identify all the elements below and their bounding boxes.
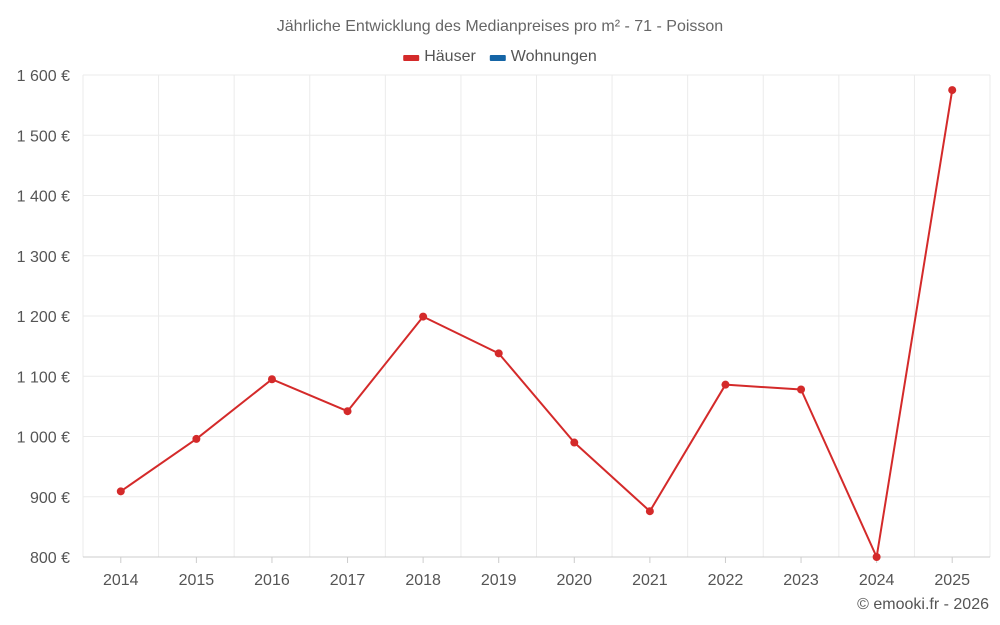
axes: 800 € 900 € 1 000 € 1 100 € 1 200 € 1 300 € 1 … bbox=[17, 68, 990, 589]
data-point[interactable] bbox=[645, 507, 654, 516]
y-tick-label: 1 300 € bbox=[17, 249, 70, 266]
x-tick-label: 2014 bbox=[103, 572, 139, 589]
grid bbox=[82, 74, 991, 557]
y-tick-label: 900 € bbox=[30, 490, 70, 507]
data-point[interactable] bbox=[797, 385, 806, 394]
y-tick-label: 1 000 € bbox=[17, 430, 70, 447]
x-tick-label: 2022 bbox=[708, 572, 744, 589]
legend[interactable]: Häuser Wohnungen bbox=[403, 48, 597, 65]
data-point[interactable] bbox=[267, 375, 276, 384]
legend-label: Häuser bbox=[424, 48, 476, 65]
legend-item[interactable]: Häuser bbox=[403, 48, 476, 65]
legend-swatch bbox=[403, 55, 420, 61]
legend-swatch bbox=[489, 55, 506, 61]
data-point[interactable] bbox=[116, 487, 125, 496]
y-tick-label: 1 100 € bbox=[17, 369, 70, 386]
data-point[interactable] bbox=[192, 434, 201, 443]
y-tick-label: 1 400 € bbox=[17, 189, 70, 206]
series-line bbox=[120, 89, 954, 558]
data-point[interactable] bbox=[948, 86, 957, 95]
x-tick-label: 2023 bbox=[783, 572, 819, 589]
x-tick-label: 2017 bbox=[330, 572, 366, 589]
x-tick-label: 2019 bbox=[481, 572, 517, 589]
data-point[interactable] bbox=[872, 553, 881, 561]
x-tick-label: 2020 bbox=[556, 572, 592, 589]
credit-text: © emooki.fr - 2026 bbox=[857, 596, 989, 613]
x-tick-label: 2016 bbox=[254, 572, 290, 589]
legend-label: Wohnungen bbox=[511, 48, 597, 65]
data-point[interactable] bbox=[343, 407, 352, 416]
y-tick-label: 1 500 € bbox=[17, 128, 70, 145]
series bbox=[116, 86, 957, 561]
x-tick-label: 2024 bbox=[859, 572, 895, 589]
x-tick-label: 2018 bbox=[405, 572, 441, 589]
y-tick-label: 800 € bbox=[30, 550, 70, 567]
x-tick-label: 2015 bbox=[179, 572, 215, 589]
x-tick-label: 2021 bbox=[632, 572, 668, 589]
chart-title: Jährliche Entwicklung des Medianpreises … bbox=[277, 18, 723, 35]
data-point[interactable] bbox=[494, 349, 503, 358]
x-tick-label: 2025 bbox=[934, 572, 970, 589]
y-tick-label: 1 200 € bbox=[17, 309, 70, 326]
legend-item[interactable]: Wohnungen bbox=[489, 48, 597, 65]
y-tick-label: 1 600 € bbox=[17, 68, 70, 85]
data-point[interactable] bbox=[419, 312, 428, 321]
data-point[interactable] bbox=[721, 380, 730, 389]
data-point[interactable] bbox=[570, 438, 579, 447]
